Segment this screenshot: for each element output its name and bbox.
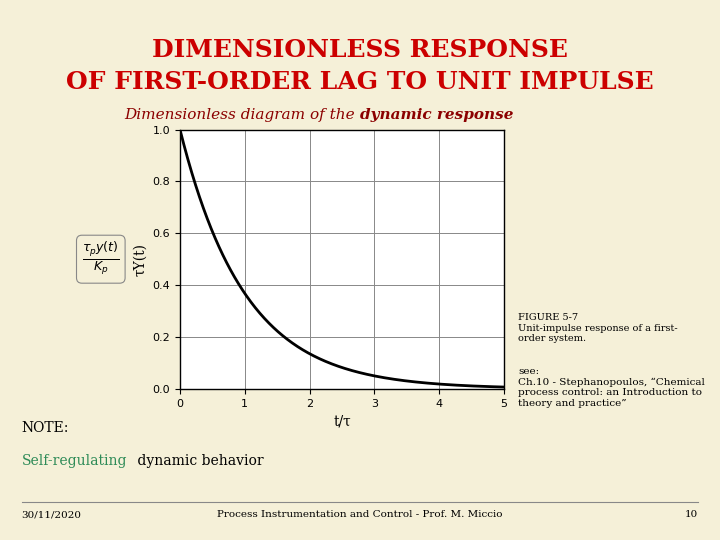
- Text: Process Instrumentation and Control - Prof. M. Miccio: Process Instrumentation and Control - Pr…: [217, 510, 503, 519]
- Text: dynamic response: dynamic response: [360, 108, 513, 122]
- Text: 10: 10: [685, 510, 698, 519]
- Text: FIGURE 5-7
Unit-impulse response of a first-
order system.: FIGURE 5-7 Unit-impulse response of a fi…: [518, 313, 678, 343]
- Text: $\frac{\tau_p y(t)}{K_p}$: $\frac{\tau_p y(t)}{K_p}$: [82, 241, 120, 278]
- Text: see:
Ch.10 - Stephanopoulos, “Chemical
process control: an Introduction to
theor: see: Ch.10 - Stephanopoulos, “Chemical p…: [518, 367, 706, 408]
- Y-axis label: τY(t): τY(t): [133, 242, 147, 276]
- Text: Self-regulating: Self-regulating: [22, 454, 127, 468]
- Text: Dimensionless diagram of the: Dimensionless diagram of the: [125, 108, 360, 122]
- Text: DIMENSIONLESS RESPONSE: DIMENSIONLESS RESPONSE: [152, 38, 568, 62]
- Text: NOTE:: NOTE:: [22, 421, 69, 435]
- X-axis label: t/τ: t/τ: [333, 414, 351, 428]
- Text: 30/11/2020: 30/11/2020: [22, 510, 81, 519]
- Text: OF FIRST-ORDER LAG TO UNIT IMPULSE: OF FIRST-ORDER LAG TO UNIT IMPULSE: [66, 70, 654, 94]
- Text: dynamic behavior: dynamic behavior: [133, 454, 264, 468]
